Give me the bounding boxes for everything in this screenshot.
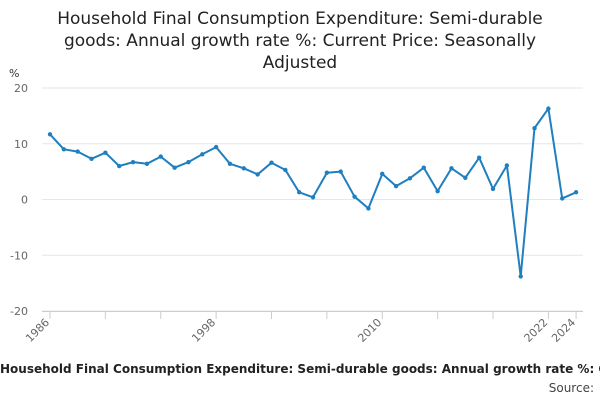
data-point[interactable] xyxy=(324,170,330,175)
footer-caption: Household Final Consumption Expenditure:… xyxy=(0,362,600,376)
data-point[interactable] xyxy=(283,167,288,173)
data-point[interactable] xyxy=(227,161,233,167)
data-point[interactable] xyxy=(504,163,510,168)
chart-title-line-1: Household Final Consumption Expenditure:… xyxy=(57,9,543,29)
chart-title: Household Final Consumption Expenditure:… xyxy=(0,8,600,74)
data-point[interactable] xyxy=(518,274,523,279)
data-point[interactable] xyxy=(61,147,67,152)
data-point[interactable] xyxy=(89,156,94,162)
data-point[interactable] xyxy=(310,195,316,200)
x-tick-label: 1986 xyxy=(23,316,52,345)
data-point[interactable] xyxy=(546,106,551,111)
data-point[interactable] xyxy=(296,190,302,195)
y-axis-unit-label: % xyxy=(9,67,19,80)
data-point[interactable] xyxy=(490,186,496,192)
y-tick-label: 0 xyxy=(21,194,28,207)
data-point[interactable] xyxy=(255,172,260,177)
data-point[interactable] xyxy=(103,150,108,155)
y-tick-label: -20 xyxy=(10,305,28,318)
data-point[interactable] xyxy=(435,188,440,194)
chart-title-line-3: Adjusted xyxy=(262,53,338,73)
x-tick-label: 2024 xyxy=(549,316,578,345)
source-label: Source: xyxy=(548,381,594,395)
x-tick-label: 2010 xyxy=(355,316,384,345)
data-point[interactable] xyxy=(463,175,468,180)
data-point[interactable] xyxy=(532,125,537,131)
data-point[interactable] xyxy=(172,165,177,170)
data-point[interactable] xyxy=(393,183,399,189)
data-point[interactable] xyxy=(573,190,579,195)
data-point[interactable] xyxy=(144,161,150,167)
data-point[interactable] xyxy=(47,132,53,137)
data-point[interactable] xyxy=(269,160,274,165)
data-point[interactable] xyxy=(476,155,482,160)
data-point[interactable] xyxy=(352,194,357,199)
x-tick-label: 2022 xyxy=(522,316,551,345)
data-point[interactable] xyxy=(75,149,80,154)
y-tick-label: 20 xyxy=(14,82,28,95)
data-point[interactable] xyxy=(241,166,247,171)
y-tick-label: -10 xyxy=(10,249,28,262)
series-line xyxy=(49,107,577,278)
data-point[interactable] xyxy=(200,152,205,157)
data-point[interactable] xyxy=(186,159,191,165)
chart-title-line-2: goods: Annual growth rate %: Current Pri… xyxy=(63,31,537,51)
data-point[interactable] xyxy=(407,176,413,181)
data-point[interactable] xyxy=(421,165,426,170)
x-tick-label: 1998 xyxy=(189,316,218,345)
series-layer xyxy=(47,106,579,279)
data-point[interactable] xyxy=(380,171,385,177)
gridlines xyxy=(42,87,583,312)
data-point[interactable] xyxy=(366,206,371,211)
data-point[interactable] xyxy=(158,154,163,159)
data-point[interactable] xyxy=(449,166,454,171)
data-point[interactable] xyxy=(117,163,122,169)
data-point[interactable] xyxy=(338,169,343,174)
data-point[interactable] xyxy=(130,159,136,165)
data-point[interactable] xyxy=(560,196,565,201)
y-tick-label: 10 xyxy=(14,138,28,151)
data-point[interactable] xyxy=(213,144,219,150)
